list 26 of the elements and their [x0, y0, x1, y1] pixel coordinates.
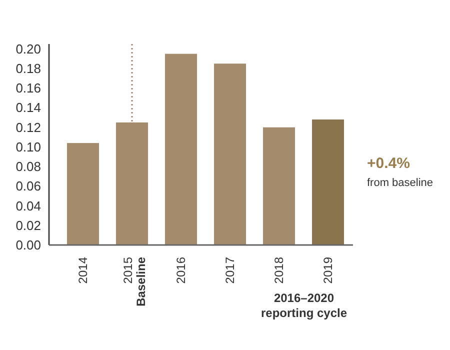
y-tick-label: 0.06 [16, 178, 41, 194]
text: 2016–2020 reporting cycle [260, 291, 348, 320]
y-tick-label: 0.04 [16, 198, 41, 214]
bar [165, 54, 197, 245]
y-tick-label: 0.12 [16, 120, 41, 135]
bar [214, 64, 246, 245]
bar [263, 127, 295, 245]
text: +0.4% [367, 155, 410, 172]
y-tick-label: 0.18 [16, 61, 41, 76]
y-tick-label: 0.14 [16, 100, 41, 116]
x-tick-label: 2018 [272, 256, 286, 284]
x-tick-label: 2015 [121, 256, 136, 284]
y-tick-label: 0.20 [16, 41, 41, 56]
x-tick-label: 2016 [174, 256, 188, 284]
y-tick-label: 0.00 [16, 238, 41, 252]
y-tick-label: 0.08 [16, 159, 41, 174]
x-tick-label: 2019 [321, 256, 336, 284]
bar [312, 120, 344, 245]
ref-line-label: Baseline [134, 256, 148, 306]
bar [67, 143, 99, 245]
x-tick-label: 2014 [76, 256, 90, 284]
x-tick-label: 2017 [223, 256, 238, 284]
text: from baseline [367, 177, 434, 189]
y-tick-label: 0.16 [16, 80, 41, 96]
y-tick-label: 0.10 [16, 139, 41, 154]
y-tick-label: 0.02 [16, 218, 41, 233]
